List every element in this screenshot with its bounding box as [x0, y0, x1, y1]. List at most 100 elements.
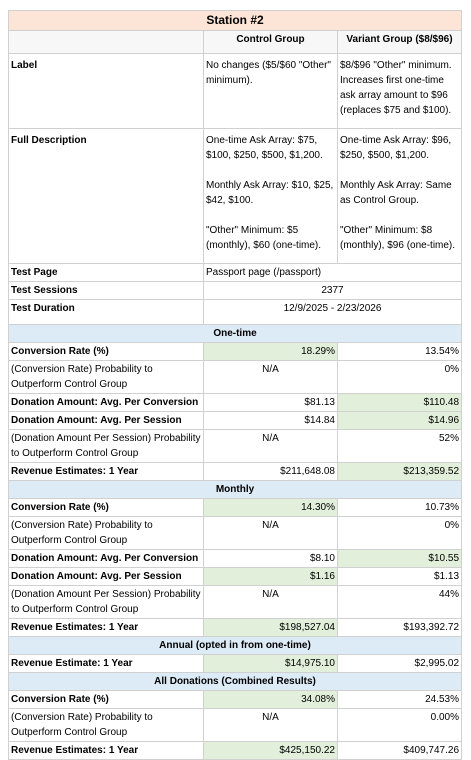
control-value: N/A: [203, 516, 338, 550]
metric-label: Conversion Rate (%): [8, 690, 204, 709]
variant-value: 44%: [336, 585, 463, 619]
variant-value: 52%: [336, 429, 463, 463]
table-body: Station #2 Control Group Variant Group (…: [7, 10, 463, 760]
metric-label: (Conversion Rate) Probability to Outperf…: [8, 360, 204, 394]
metric-label: Donation Amount: Avg. Per Session: [8, 411, 204, 430]
control-value: $8.10: [203, 549, 338, 568]
test-row: Test Duration 12/9/2025 - 2/23/2026: [8, 299, 463, 325]
control-value: $1.16: [203, 567, 338, 586]
column-header: Variant Group ($8/$96): [336, 30, 463, 54]
metric-row: (Conversion Rate) Probability to Outperf…: [8, 708, 463, 742]
control-value: $425,150.22: [203, 741, 338, 760]
description-paragraph: No changes ($5/$60 "Other" minimum).: [206, 60, 331, 86]
metric-row: (Donation Amount Per Session) Probabilit…: [8, 429, 463, 463]
control-value: $81.13: [203, 393, 338, 412]
variant-value: 13.54%: [336, 342, 463, 361]
control-description: One-time Ask Array: $75, $100, $250, $50…: [203, 128, 338, 264]
test-row: Test Sessions 2377: [8, 281, 463, 300]
metric-label: Conversion Rate (%): [8, 342, 204, 361]
variant-value: 0%: [336, 516, 463, 550]
section-row: Monthly: [7, 480, 463, 499]
section-title: All Donations (Combined Results): [7, 672, 463, 691]
metric-label: (Conversion Rate) Probability to Outperf…: [8, 708, 204, 742]
section-title: Annual (opted in from one-time): [7, 636, 463, 655]
metric-label: Donation Amount: Avg. Per Conversion: [8, 393, 204, 412]
header-row: Control Group Variant Group ($8/$96): [8, 30, 463, 54]
metric-row: Conversion Rate (%) 34.08% 24.53%: [8, 690, 463, 709]
variant-value: $10.55: [336, 549, 463, 568]
variant-value: $409,747.26: [336, 741, 463, 760]
variant-value: $14.96: [336, 411, 463, 430]
metric-row: Conversion Rate (%) 14.30% 10.73%: [8, 498, 463, 517]
metric-label: Revenue Estimates: 1 Year: [8, 618, 204, 637]
metric-label: Revenue Estimate: 1 Year: [8, 654, 204, 673]
variant-value: $193,392.72: [336, 618, 463, 637]
control-description: No changes ($5/$60 "Other" minimum).: [203, 53, 338, 129]
metric-row: Donation Amount: Avg. Per Conversion $81.…: [8, 393, 463, 412]
metric-row: Revenue Estimate: 1 Year $14,975.10 $2,995…: [8, 654, 463, 673]
metric-row: (Conversion Rate) Probability to Outperf…: [8, 360, 463, 394]
metric-row: (Conversion Rate) Probability to Outperf…: [8, 516, 463, 550]
variant-value: 0%: [336, 360, 463, 394]
test-value: 2377: [202, 281, 463, 300]
control-value: N/A: [203, 585, 338, 619]
section-title: One-time: [7, 324, 463, 343]
info-row: Label No changes ($5/$60 "Other" minimum)…: [8, 53, 463, 129]
metric-row: Revenue Estimates: 1 Year $211,648.08 $213…: [8, 462, 463, 481]
description-paragraph: Monthly Ask Array: $10, $25, $42, $100.: [206, 180, 334, 206]
metric-label: Revenue Estimates: 1 Year: [8, 462, 204, 481]
metric-row: Donation Amount: Avg. Per Session $1.16 $1…: [8, 567, 463, 586]
results-table: Station #2 Control Group Variant Group (…: [7, 10, 463, 760]
description-paragraph: One-time Ask Array: $75, $100, $250, $50…: [206, 135, 323, 161]
metric-label: Donation Amount: Avg. Per Session: [8, 567, 204, 586]
control-value: 18.29%: [203, 342, 338, 361]
info-row: Full Description One-time Ask Array: $75,…: [8, 128, 463, 264]
description-paragraph: Monthly Ask Array: Same as Control Group…: [340, 180, 452, 206]
row-label: Test Page: [8, 263, 204, 282]
column-header: Control Group: [203, 30, 338, 54]
section-title: Monthly: [7, 480, 463, 499]
row-label: Test Duration: [8, 299, 204, 325]
header-blank: [8, 30, 204, 54]
control-value: N/A: [203, 429, 338, 463]
metric-row: Revenue Estimates: 1 Year $425,150.22 $409…: [8, 741, 463, 760]
metric-label: Revenue Estimates: 1 Year: [8, 741, 204, 760]
control-value: $198,527.04: [203, 618, 338, 637]
metric-row: Revenue Estimates: 1 Year $198,527.04 $193…: [8, 618, 463, 637]
section-row: Annual (opted in from one-time): [7, 636, 463, 655]
variant-description: One-time Ask Array: $96, $250, $500, $1,…: [336, 128, 463, 264]
metric-label: Donation Amount: Avg. Per Conversion: [8, 549, 204, 568]
description-paragraph: "Other" Minimum: $8 (monthly), $96 (one-…: [340, 225, 456, 251]
description-paragraph: One-time Ask Array: $96, $250, $500, $1,…: [340, 135, 452, 161]
control-value: N/A: [203, 360, 338, 394]
variant-description: $8/$96 "Other" minimum. Increases first …: [336, 53, 463, 129]
control-value: $14,975.10: [203, 654, 338, 673]
control-value: 34.08%: [203, 690, 338, 709]
variant-value: $2,995.02: [336, 654, 463, 673]
control-value: 14.30%: [203, 498, 338, 517]
section-row: One-time: [7, 324, 463, 343]
control-value: $211,648.08: [203, 462, 338, 481]
row-label: Full Description: [8, 128, 204, 264]
metric-label: Conversion Rate (%): [8, 498, 204, 517]
test-row: Test Page Passport page (/passport): [8, 263, 463, 282]
metric-row: Conversion Rate (%) 18.29% 13.54%: [8, 342, 463, 361]
variant-value: 10.73%: [336, 498, 463, 517]
metric-label: (Donation Amount Per Session) Probabilit…: [8, 585, 204, 619]
control-value: N/A: [203, 708, 338, 742]
test-value: Passport page (/passport): [202, 263, 463, 282]
control-value: $14.84: [203, 411, 338, 430]
table-title: Station #2: [7, 10, 463, 31]
title-row: Station #2: [7, 10, 463, 31]
description-paragraph: "Other" Minimum: $5 (monthly), $60 (one-…: [206, 225, 322, 251]
metric-label: (Donation Amount Per Session) Probabilit…: [8, 429, 204, 463]
metric-row: (Donation Amount Per Session) Probabilit…: [8, 585, 463, 619]
row-label: Test Sessions: [8, 281, 204, 300]
row-label: Label: [8, 53, 204, 129]
variant-value: $110.48: [336, 393, 463, 412]
variant-value: 24.53%: [336, 690, 463, 709]
metric-row: Donation Amount: Avg. Per Conversion $8.1…: [8, 549, 463, 568]
description-paragraph: $8/$96 "Other" minimum. Increases first …: [340, 60, 452, 116]
metric-label: (Conversion Rate) Probability to Outperf…: [8, 516, 204, 550]
